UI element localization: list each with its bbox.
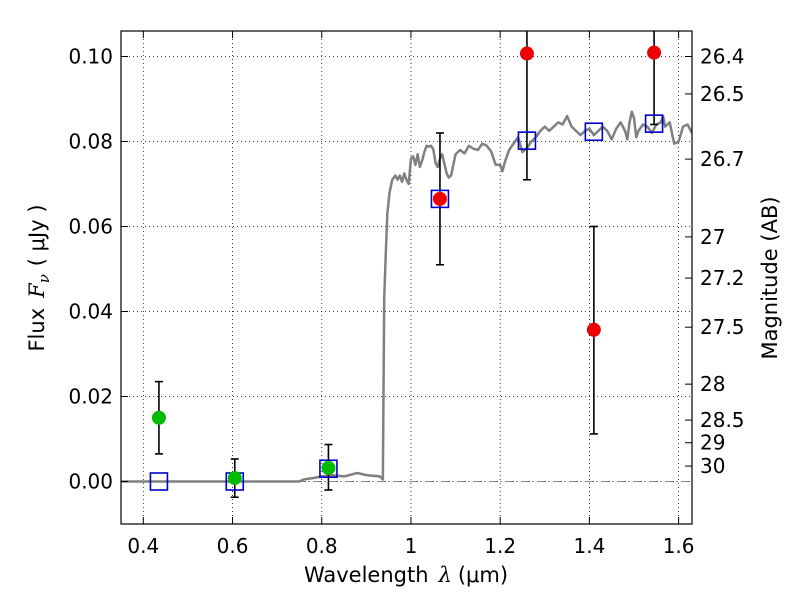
y-tick-label: 0.02 bbox=[68, 385, 113, 409]
y2-tick-label: 27.5 bbox=[700, 315, 745, 339]
model-band-square bbox=[517, 131, 537, 150]
observed-flux-point bbox=[151, 410, 166, 425]
x-axis-label-math: λ bbox=[438, 563, 452, 587]
y2-tick-label: 26.5 bbox=[700, 82, 745, 106]
y-axis-label-math: F bbox=[25, 282, 49, 299]
x-tick-label: 0.6 bbox=[217, 534, 249, 558]
y-axis-label-unit: ( μJy ) bbox=[25, 204, 49, 266]
x-axis-label-unit: (μm) bbox=[458, 563, 508, 587]
y2-axis-label: Magnitude (AB) bbox=[758, 196, 782, 359]
y2-tick-label: 28 bbox=[700, 372, 725, 396]
y-tick-label: 0.06 bbox=[68, 215, 113, 239]
y2-tick-label: 27 bbox=[700, 225, 725, 249]
y2-tick-label: 27.2 bbox=[700, 266, 745, 290]
y2-tick-label: 29 bbox=[700, 431, 725, 455]
model-band-square bbox=[430, 189, 450, 209]
observed-flux-point bbox=[586, 322, 601, 337]
y-axis-label: FluxFν( μJy ) bbox=[25, 204, 53, 351]
y-tick-label: 0.00 bbox=[68, 470, 113, 494]
y-tick-label: 0.10 bbox=[68, 45, 113, 69]
model-band-square bbox=[149, 472, 169, 491]
x-tick-label: 1 bbox=[405, 534, 418, 558]
observed-flux-point bbox=[519, 46, 534, 61]
x-tick-label: 1.6 bbox=[663, 534, 695, 558]
x-tick-label: 0.8 bbox=[306, 534, 338, 558]
x-tick-label: 1.2 bbox=[484, 534, 516, 558]
observed-flux-point bbox=[432, 191, 447, 206]
y-tick-label: 0.04 bbox=[68, 300, 113, 324]
x-tick-label: 1.4 bbox=[573, 534, 605, 558]
axes-layer: 0.4 0.6 0.8 1 1.2 1.4 1.6 0.00 0.02 0.04 0.06 0.08 0… bbox=[68, 30, 745, 558]
x-axis-label: Wavelength λ (μm) bbox=[304, 563, 508, 587]
plot-background bbox=[121, 31, 692, 524]
model-band-square bbox=[319, 459, 338, 479]
observed-flux-point bbox=[647, 45, 662, 60]
model-band-square bbox=[644, 114, 664, 133]
model-band-square bbox=[584, 122, 604, 142]
y2-tick-label: 26.4 bbox=[700, 45, 745, 69]
y-tick-label: 0.08 bbox=[68, 130, 113, 154]
model-spectrum-line bbox=[121, 110, 692, 483]
data-layer bbox=[121, 31, 692, 499]
y-axis-label-math-sub: ν bbox=[35, 274, 53, 283]
observed-flux-point bbox=[227, 471, 242, 486]
observed-flux-point bbox=[321, 460, 336, 475]
y2-tick-label: 30 bbox=[700, 454, 725, 478]
y2-tick-label: 26.7 bbox=[700, 147, 745, 171]
y2-tick-label: 28.5 bbox=[700, 408, 745, 432]
x-tick-label: 0.4 bbox=[127, 534, 159, 558]
plot-frame bbox=[120, 30, 693, 525]
